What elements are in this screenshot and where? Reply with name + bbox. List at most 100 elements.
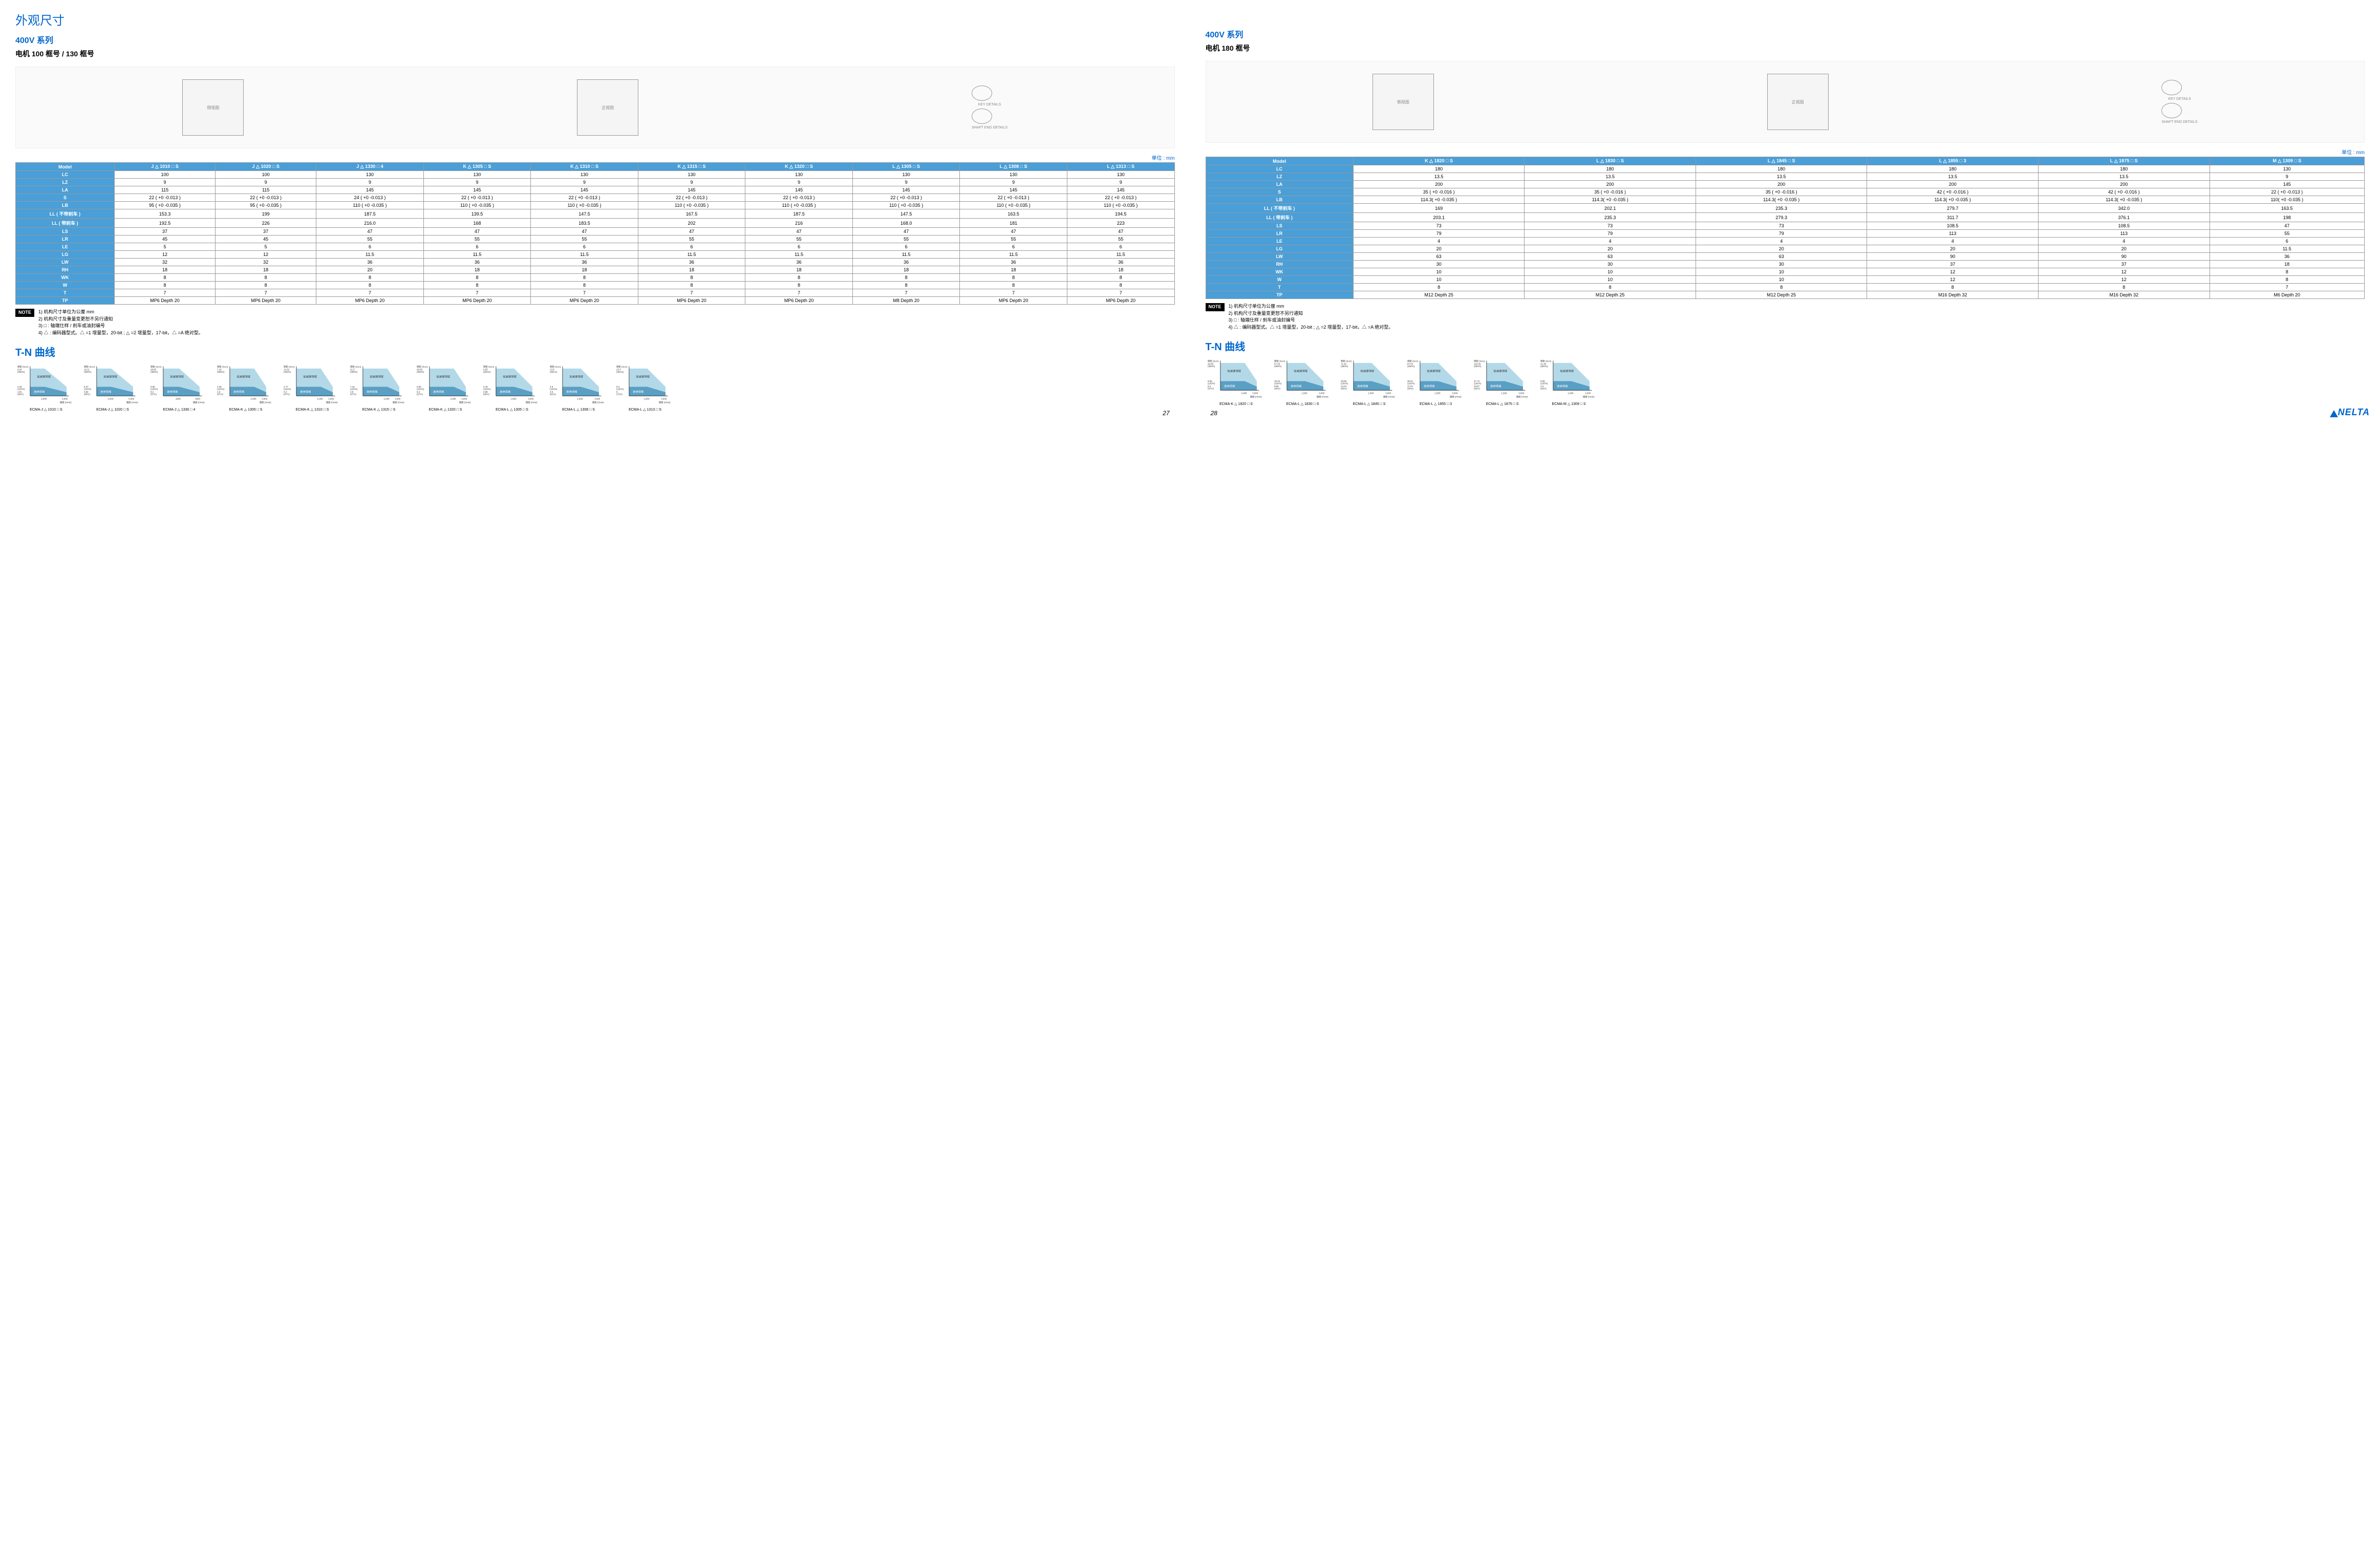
row-label: LL ( 不带刹车 ) — [16, 209, 115, 219]
table-cell: M12 Depth 25 — [1696, 291, 1867, 299]
table-cell: 6 — [745, 243, 853, 251]
table-cell: 113 — [1867, 230, 2039, 238]
svg-text:(67%): (67%) — [284, 393, 290, 395]
table-cell: 115 — [114, 186, 215, 194]
table-cell: 37 — [114, 228, 215, 236]
diagram-right: 侧视图 正视图 KEY DETAILS SHAFT END DETAILS — [1206, 61, 2365, 143]
table-cell: 6 — [1067, 243, 1174, 251]
table-cell: 216.0 — [316, 219, 424, 228]
table-cell: 30 — [1696, 261, 1867, 268]
table-cell: 18 — [745, 266, 853, 274]
row-label: LL ( 带刹车 ) — [16, 219, 115, 228]
table-cell: 6 — [531, 243, 638, 251]
svg-text:(100%): (100%) — [1341, 382, 1348, 385]
table-cell: 32 — [114, 259, 215, 266]
tn-chart: 转矩 (N.m) 21.48 (250%) 8.59 (100%) 4.3 (5… — [1538, 358, 1600, 406]
table-cell: 9 — [2210, 173, 2364, 181]
table-cell: 13.5 — [1696, 173, 1867, 181]
diagram-side: 侧视图 — [182, 79, 244, 136]
svg-text:速度 (r/min): 速度 (r/min) — [193, 400, 205, 404]
table-cell: 180 — [1353, 165, 1525, 173]
svg-text:(100%): (100%) — [550, 388, 558, 391]
svg-text:速度 (r/min): 速度 (r/min) — [1449, 395, 1461, 398]
table-cell: 73 — [1353, 222, 1525, 230]
table-cell: 5 — [216, 243, 316, 251]
table-cell: 163.5 — [2210, 204, 2364, 213]
table-cell: 22 ( +0 -0.013 ) — [531, 194, 638, 202]
key-details-label: KEY DETAILS — [972, 103, 1007, 106]
note-line: 1) 机构尺寸单位为公厘 mm — [38, 309, 203, 316]
table-cell: 168 — [423, 219, 531, 228]
table-cell: 45 — [216, 236, 316, 243]
svg-text:速度 (r/min): 速度 (r/min) — [126, 400, 138, 404]
row-label: LZ — [1206, 173, 1353, 181]
tn-chart: 转矩 (N.m) 13.8 (281%) 4.9 (100%) 4.5 (92%… — [548, 364, 609, 412]
table-cell: 12 — [2039, 268, 2210, 276]
table-header: Model — [1206, 157, 1353, 165]
table-cell: 200 — [1867, 181, 2039, 188]
table-cell: 7 — [114, 289, 215, 297]
table-cell: 181 — [960, 219, 1067, 228]
row-label: S — [16, 194, 115, 202]
table-cell: 10 — [1353, 268, 1525, 276]
table-cell: 35 ( +0 -0.016 ) — [1525, 188, 1696, 196]
tn-chart: 转矩 (N.m) 57.29 (300%) 19.10 (100%) 9.55 … — [1272, 358, 1334, 406]
table-cell: 18 — [960, 266, 1067, 274]
table-cell: 36 — [2210, 253, 2364, 261]
table-cell: 9 — [216, 179, 316, 186]
table-cell: 8 — [114, 274, 215, 282]
tn-chart: 转矩 (N.m) 9.55 (294%) 3.18 (100%) 2.86 (9… — [481, 364, 543, 412]
svg-text:3,000: 3,000 — [594, 397, 601, 400]
table-cell: 4 — [2039, 238, 2210, 245]
table-cell: 22 ( +0 -0.013 ) — [638, 194, 745, 202]
table-cell: M8 Depth 20 — [852, 297, 960, 305]
note-block-left: NOTE 1) 机构尺寸单位为公厘 mm2) 机构尺寸及重量变更恕不另行通知3)… — [15, 309, 1175, 336]
series-title-right: 400V 系列 — [1206, 28, 2365, 40]
table-cell: MP6 Depth 20 — [114, 297, 215, 305]
table-cell: 9 — [1067, 179, 1174, 186]
chart-label: ECMA-L △ 1875 □ S — [1472, 402, 1533, 406]
svg-text:连续领域: 连续领域 — [300, 390, 311, 394]
svg-text:连续领域: 连续领域 — [367, 390, 378, 394]
table-cell: 279.3 — [1696, 213, 1867, 222]
table-cell: 45 — [114, 236, 215, 243]
table-cell: 4 — [1696, 238, 1867, 245]
table-cell: 110 ( +0 -0.035 ) — [316, 202, 424, 209]
table-cell: 147.5 — [852, 209, 960, 219]
table-cell: 18 — [638, 266, 745, 274]
table-cell: 10 — [1353, 276, 1525, 284]
table-cell: 8 — [316, 274, 424, 282]
chart-label: ECMA-L △ 1308 □ S — [548, 408, 609, 412]
table-cell: M16 Depth 32 — [2039, 291, 2210, 299]
svg-text:连续领域: 连续领域 — [633, 390, 644, 394]
svg-text:1,500: 1,500 — [1368, 392, 1374, 394]
table-cell: 311.7 — [1867, 213, 2039, 222]
table-cell: 18 — [852, 266, 960, 274]
table-cell: 22 ( +0 -0.013 ) — [852, 194, 960, 202]
svg-text:3,000: 3,000 — [262, 397, 268, 400]
row-label: LG — [1206, 245, 1353, 253]
table-cell: 113 — [2039, 230, 2210, 238]
table-cell: 180 — [1867, 165, 2039, 173]
table-cell: 8 — [1867, 284, 2039, 291]
row-label: LA — [16, 186, 115, 194]
table-cell: MP6 Depth 20 — [531, 297, 638, 305]
page-number-left: 27 — [1163, 410, 1169, 417]
table-cell: 6 — [316, 243, 424, 251]
chart-label: ECMA-M △ 1309 □ S — [1538, 402, 1600, 406]
table-cell: 8 — [960, 274, 1067, 282]
tn-title-left: T-N 曲线 — [15, 344, 1175, 359]
svg-text:(100%): (100%) — [84, 388, 92, 391]
svg-text:(67%): (67%) — [417, 393, 423, 395]
table-cell: 47 — [2210, 222, 2364, 230]
table-cell: 8 — [1067, 282, 1174, 289]
svg-text:连续领域: 连续领域 — [233, 390, 245, 394]
table-header: K △ 1315 □ S — [638, 163, 745, 171]
table-cell: 8 — [2210, 268, 2364, 276]
table-cell: 194.5 — [1067, 209, 1174, 219]
svg-text:(300%): (300%) — [84, 371, 92, 373]
table-cell: 10 — [1696, 268, 1867, 276]
note-line: 1) 机构尺寸单位为公厘 mm — [1229, 303, 1393, 310]
table-cell: 100 — [216, 171, 316, 179]
svg-text:(100%): (100%) — [217, 388, 225, 391]
